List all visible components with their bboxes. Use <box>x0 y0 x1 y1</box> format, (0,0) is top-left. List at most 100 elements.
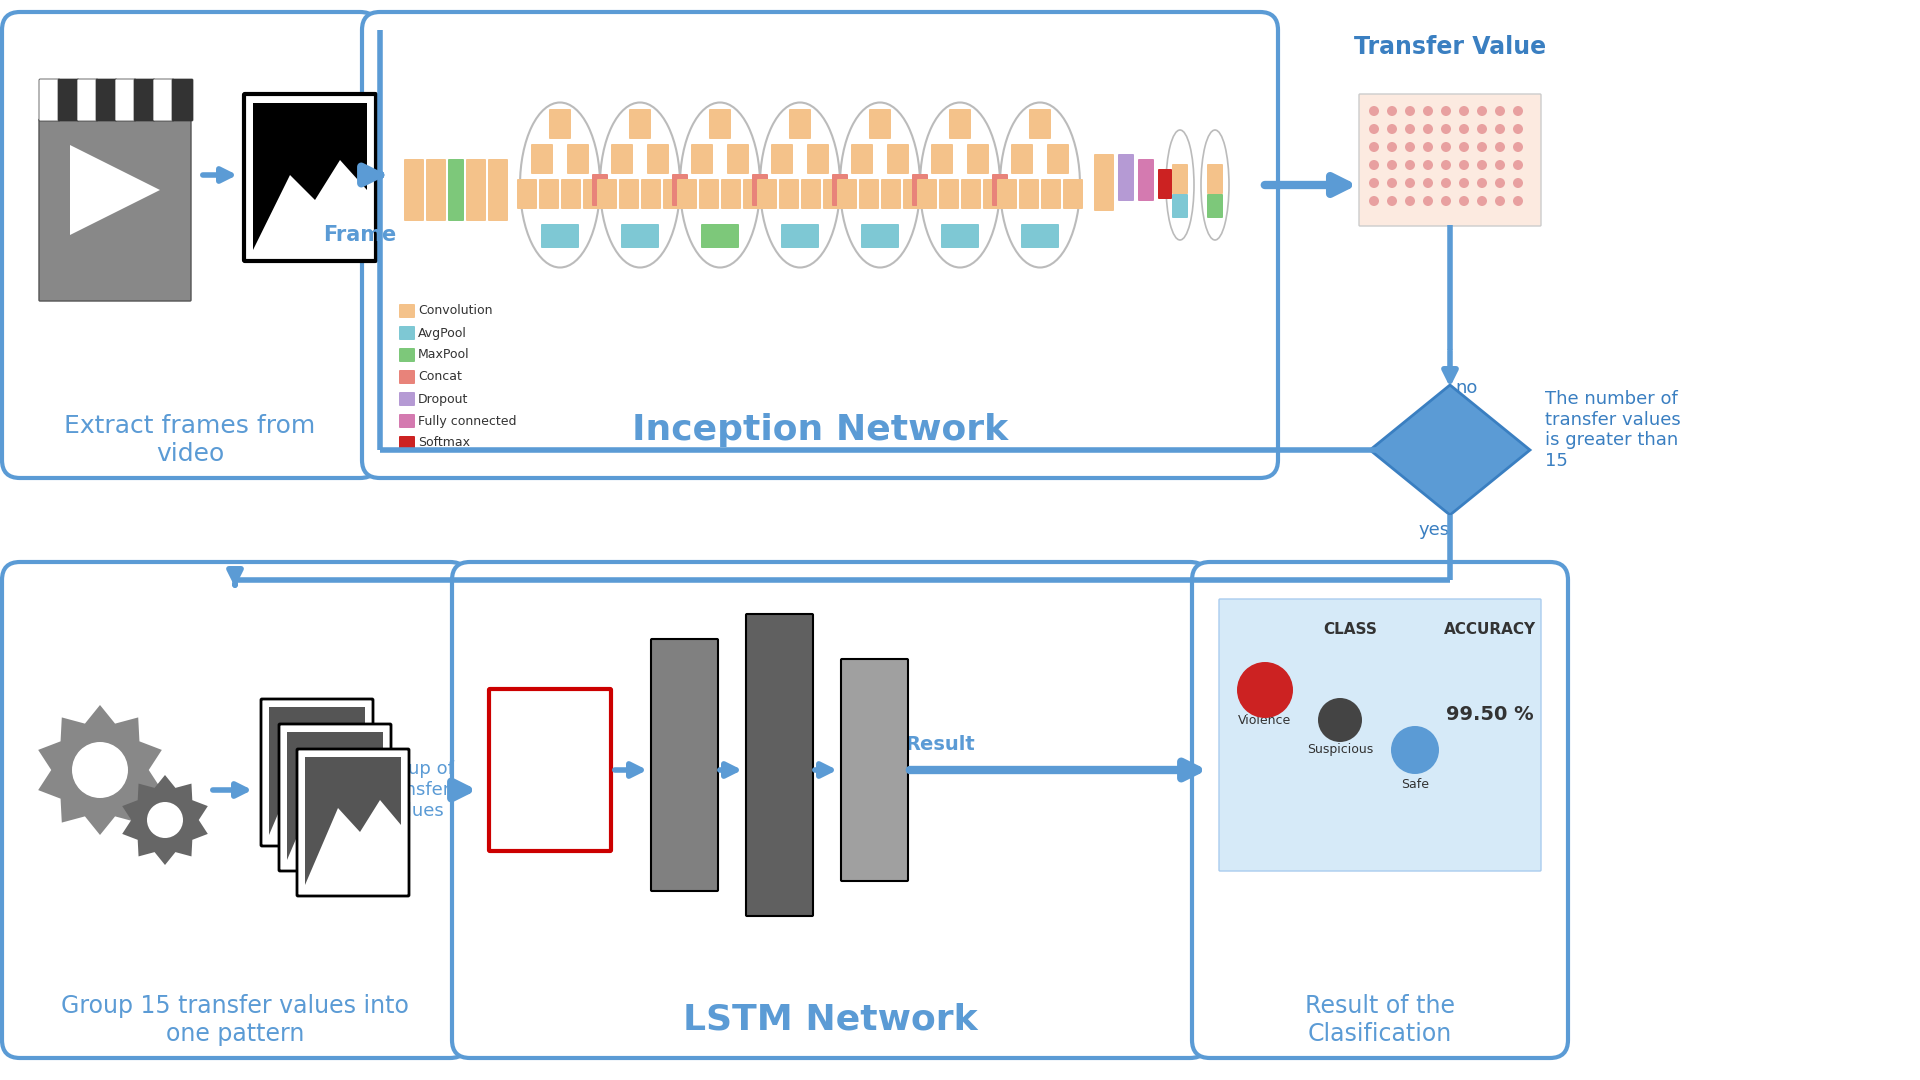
FancyBboxPatch shape <box>399 326 415 340</box>
Circle shape <box>1442 160 1452 170</box>
Circle shape <box>1390 726 1438 774</box>
FancyBboxPatch shape <box>902 179 924 210</box>
FancyBboxPatch shape <box>1192 562 1569 1058</box>
Polygon shape <box>69 145 159 235</box>
Circle shape <box>1442 141 1452 152</box>
Circle shape <box>1496 178 1505 188</box>
FancyBboxPatch shape <box>2 12 378 478</box>
FancyBboxPatch shape <box>516 179 538 210</box>
FancyBboxPatch shape <box>1117 154 1135 201</box>
Text: AvgPool: AvgPool <box>419 326 467 339</box>
Circle shape <box>1496 160 1505 170</box>
FancyBboxPatch shape <box>728 144 749 174</box>
Circle shape <box>1405 124 1415 134</box>
Circle shape <box>1405 106 1415 116</box>
FancyBboxPatch shape <box>858 179 879 210</box>
Text: Suspicious: Suspicious <box>1308 743 1373 756</box>
FancyBboxPatch shape <box>841 659 908 881</box>
FancyBboxPatch shape <box>743 179 762 210</box>
FancyBboxPatch shape <box>403 159 424 221</box>
Text: Fully Connected Layer - Sigmoid
50 neurons: Fully Connected Layer - Sigmoid 50 neuro… <box>768 675 789 855</box>
Circle shape <box>1459 124 1469 134</box>
FancyBboxPatch shape <box>772 144 793 174</box>
FancyBboxPatch shape <box>789 109 810 139</box>
Text: Output layer - Softmax
3 neurons: Output layer - Softmax 3 neurons <box>864 706 885 834</box>
FancyBboxPatch shape <box>851 144 874 174</box>
FancyBboxPatch shape <box>278 724 392 870</box>
FancyBboxPatch shape <box>781 224 820 248</box>
Text: Violence: Violence <box>1238 714 1292 727</box>
FancyBboxPatch shape <box>1171 194 1188 218</box>
FancyBboxPatch shape <box>399 414 415 428</box>
FancyBboxPatch shape <box>541 224 580 248</box>
Circle shape <box>1386 141 1398 152</box>
Circle shape <box>1513 141 1523 152</box>
Circle shape <box>1369 124 1379 134</box>
Circle shape <box>1386 160 1398 170</box>
Circle shape <box>1423 195 1432 206</box>
Circle shape <box>1476 160 1486 170</box>
FancyBboxPatch shape <box>58 79 79 121</box>
Circle shape <box>1476 178 1486 188</box>
Circle shape <box>1513 124 1523 134</box>
FancyBboxPatch shape <box>1064 179 1083 210</box>
Circle shape <box>365 760 401 796</box>
FancyBboxPatch shape <box>447 159 465 221</box>
Circle shape <box>1369 141 1379 152</box>
Circle shape <box>1476 106 1486 116</box>
FancyBboxPatch shape <box>1158 168 1171 199</box>
Text: Softmax: Softmax <box>419 436 470 449</box>
FancyBboxPatch shape <box>540 179 559 210</box>
Polygon shape <box>286 732 382 860</box>
Polygon shape <box>123 775 207 865</box>
Text: Group 15 transfer values into
one pattern: Group 15 transfer values into one patter… <box>61 994 409 1045</box>
FancyBboxPatch shape <box>753 174 768 206</box>
FancyBboxPatch shape <box>996 179 1018 210</box>
Text: LSTM
512 cells: LSTM 512 cells <box>507 750 593 791</box>
Circle shape <box>1405 178 1415 188</box>
FancyBboxPatch shape <box>549 109 570 139</box>
Text: Dropout: Dropout <box>419 392 468 405</box>
FancyBboxPatch shape <box>983 179 1002 210</box>
FancyBboxPatch shape <box>1020 179 1039 210</box>
FancyBboxPatch shape <box>1094 154 1114 211</box>
FancyBboxPatch shape <box>490 689 611 851</box>
FancyBboxPatch shape <box>467 159 486 221</box>
Circle shape <box>1405 195 1415 206</box>
FancyBboxPatch shape <box>780 179 799 210</box>
Circle shape <box>328 710 365 746</box>
Text: Fully Connected Layer - Relu
1024 neurons: Fully Connected Layer - Relu 1024 neuron… <box>674 685 695 845</box>
FancyBboxPatch shape <box>641 179 660 210</box>
Circle shape <box>1423 124 1432 134</box>
FancyBboxPatch shape <box>618 179 639 210</box>
FancyBboxPatch shape <box>662 179 684 210</box>
FancyBboxPatch shape <box>918 179 937 210</box>
FancyBboxPatch shape <box>887 144 908 174</box>
Circle shape <box>1423 106 1432 116</box>
FancyBboxPatch shape <box>1139 159 1154 201</box>
Text: The number of
transfer values
is greater than
15: The number of transfer values is greater… <box>1546 390 1680 470</box>
FancyBboxPatch shape <box>154 79 175 121</box>
FancyBboxPatch shape <box>488 159 509 221</box>
FancyBboxPatch shape <box>96 79 117 121</box>
FancyBboxPatch shape <box>824 179 843 210</box>
Text: Fully connected: Fully connected <box>419 415 516 428</box>
FancyBboxPatch shape <box>701 224 739 248</box>
FancyBboxPatch shape <box>426 159 445 221</box>
FancyBboxPatch shape <box>597 179 616 210</box>
FancyBboxPatch shape <box>2 562 468 1058</box>
Text: Frame: Frame <box>323 225 397 245</box>
FancyBboxPatch shape <box>831 174 849 206</box>
Circle shape <box>1442 124 1452 134</box>
Circle shape <box>1405 141 1415 152</box>
Circle shape <box>1496 106 1505 116</box>
Circle shape <box>1513 195 1523 206</box>
FancyBboxPatch shape <box>1171 164 1188 194</box>
Text: Convolution: Convolution <box>419 305 493 318</box>
Text: Transfer Value: Transfer Value <box>1354 35 1546 59</box>
FancyBboxPatch shape <box>399 392 415 406</box>
FancyBboxPatch shape <box>261 699 372 846</box>
Circle shape <box>1423 160 1432 170</box>
FancyBboxPatch shape <box>363 12 1279 478</box>
FancyBboxPatch shape <box>399 303 415 318</box>
